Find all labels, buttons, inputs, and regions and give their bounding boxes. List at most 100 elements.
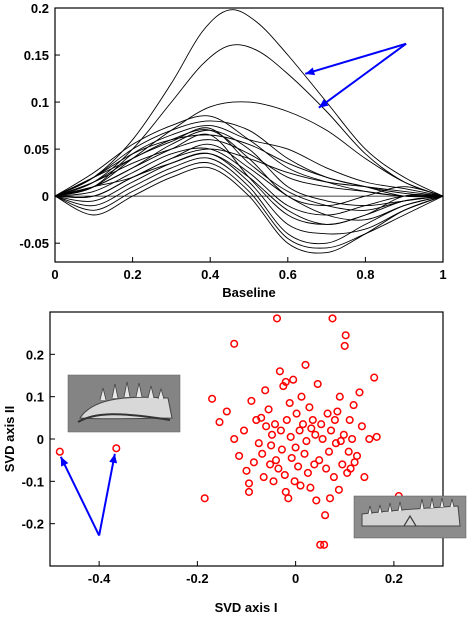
curve-20 — [54, 162, 444, 249]
scatter-point — [254, 439, 263, 448]
curve-15 — [54, 152, 444, 235]
curve-7 — [54, 157, 444, 245]
top-x-tick-label: 1 — [439, 267, 446, 282]
top-x-axis-label: Baseline — [222, 285, 275, 300]
scatter-point — [316, 540, 325, 549]
top-y-tick-label: 0.2 — [31, 1, 49, 16]
scatter-point — [334, 485, 343, 494]
scatter-point — [357, 422, 366, 431]
scatter-point — [292, 409, 301, 418]
scatter-point — [336, 437, 345, 446]
curve-12 — [54, 115, 444, 197]
scatter-point — [330, 415, 339, 425]
scatter-point — [262, 422, 271, 431]
scatter-point — [335, 392, 344, 401]
scatter-point — [372, 432, 381, 441]
scatter-point — [328, 314, 337, 323]
curve-18 — [54, 127, 444, 211]
specimen-photo-right — [353, 495, 467, 539]
scatter-point — [267, 430, 277, 439]
scatter-point — [271, 456, 281, 465]
top-x-tick-label: 0.8 — [356, 267, 374, 282]
scatter-point — [320, 540, 329, 549]
scatter-point — [280, 470, 289, 480]
curve-2 — [54, 44, 444, 197]
scatter-point — [344, 447, 353, 456]
scatter-point — [302, 437, 311, 446]
scatter-point — [331, 439, 340, 448]
scatter-point — [338, 460, 347, 469]
scatter-point — [308, 415, 317, 425]
bottom-y-axis-label: SVD axis II — [2, 406, 17, 472]
scatter-point — [323, 409, 332, 418]
curve-19 — [54, 148, 444, 197]
scatter-point — [269, 477, 278, 486]
scatter-point — [317, 420, 326, 429]
scatter-point — [291, 443, 300, 452]
scatter-point — [230, 434, 239, 444]
scatter-point — [267, 441, 276, 450]
curve-1 — [54, 9, 444, 197]
scatter-point — [310, 460, 319, 469]
scatter-point — [285, 398, 294, 408]
scatter-point — [297, 392, 306, 401]
top-y-ticks: -0.05 0 0.05 0.1 0.15 0.2 — [19, 1, 60, 251]
top-x-tick-label: 0.4 — [201, 267, 220, 282]
top-y-tick-label: 0.1 — [31, 95, 49, 110]
top-curves — [54, 9, 444, 254]
specimen-photos — [67, 374, 467, 539]
bottom-y-tick-label: -0.1 — [22, 474, 44, 489]
bottom-x-tick-label: -0.2 — [186, 571, 208, 586]
scatter-point — [326, 426, 336, 435]
scatter-point — [341, 331, 350, 340]
scatter-point — [345, 415, 354, 425]
scatter-point — [290, 477, 299, 486]
scatter-point — [249, 458, 258, 467]
scatter-point — [287, 453, 296, 463]
scatter-point — [303, 468, 312, 477]
bottom-scatter-points — [55, 314, 403, 549]
bottom-annotation-arrows — [59, 453, 118, 536]
scatter-point — [350, 458, 359, 467]
curve-8 — [54, 120, 444, 198]
bottom-x-ticks: -0.4 -0.2 0 0.2 — [88, 561, 403, 586]
bottom-y-tick-label: 0.1 — [26, 390, 44, 405]
top-arrow-upper — [304, 42, 407, 76]
scatter-point — [275, 367, 284, 376]
top-x-tick-label: 0 — [51, 267, 58, 282]
specimen-photo-left — [67, 374, 181, 433]
top-y-tick-label: 0 — [42, 189, 49, 204]
scatter-point — [339, 430, 348, 439]
scatter-point — [235, 451, 244, 460]
scatter-point — [289, 375, 298, 384]
scatter-point — [258, 449, 267, 458]
scatter-point — [244, 479, 254, 488]
curve-3 — [54, 101, 444, 197]
top-plot-frame — [54, 7, 444, 263]
scatter-point — [306, 483, 315, 492]
scatter-point — [266, 460, 275, 469]
scatter-point — [321, 511, 330, 520]
scatter-point — [215, 418, 224, 427]
scatter-point — [298, 420, 308, 429]
bottom-arrow-right — [98, 453, 118, 536]
scatter-point — [272, 314, 282, 323]
bottom-y-tick-label: 0 — [37, 432, 44, 447]
top-y-tick-label: -0.05 — [19, 236, 49, 251]
curve-6 — [54, 133, 444, 225]
scatter-point — [324, 447, 334, 456]
bottom-arrow-left — [59, 456, 101, 536]
scatter-point — [244, 487, 254, 496]
scatter-point — [322, 464, 331, 473]
scatter-point — [346, 464, 355, 473]
scatter-point — [264, 405, 273, 414]
scatter-point — [281, 377, 290, 386]
scatter-point — [286, 432, 295, 441]
scatter-point — [257, 413, 266, 422]
curve-16 — [54, 134, 444, 197]
scatter-point — [360, 473, 369, 482]
scatter-point — [247, 396, 256, 405]
scatter-point — [259, 473, 268, 482]
bottom-x-tick-label: 0 — [292, 571, 299, 586]
top-x-tick-label: 0.2 — [124, 267, 142, 282]
